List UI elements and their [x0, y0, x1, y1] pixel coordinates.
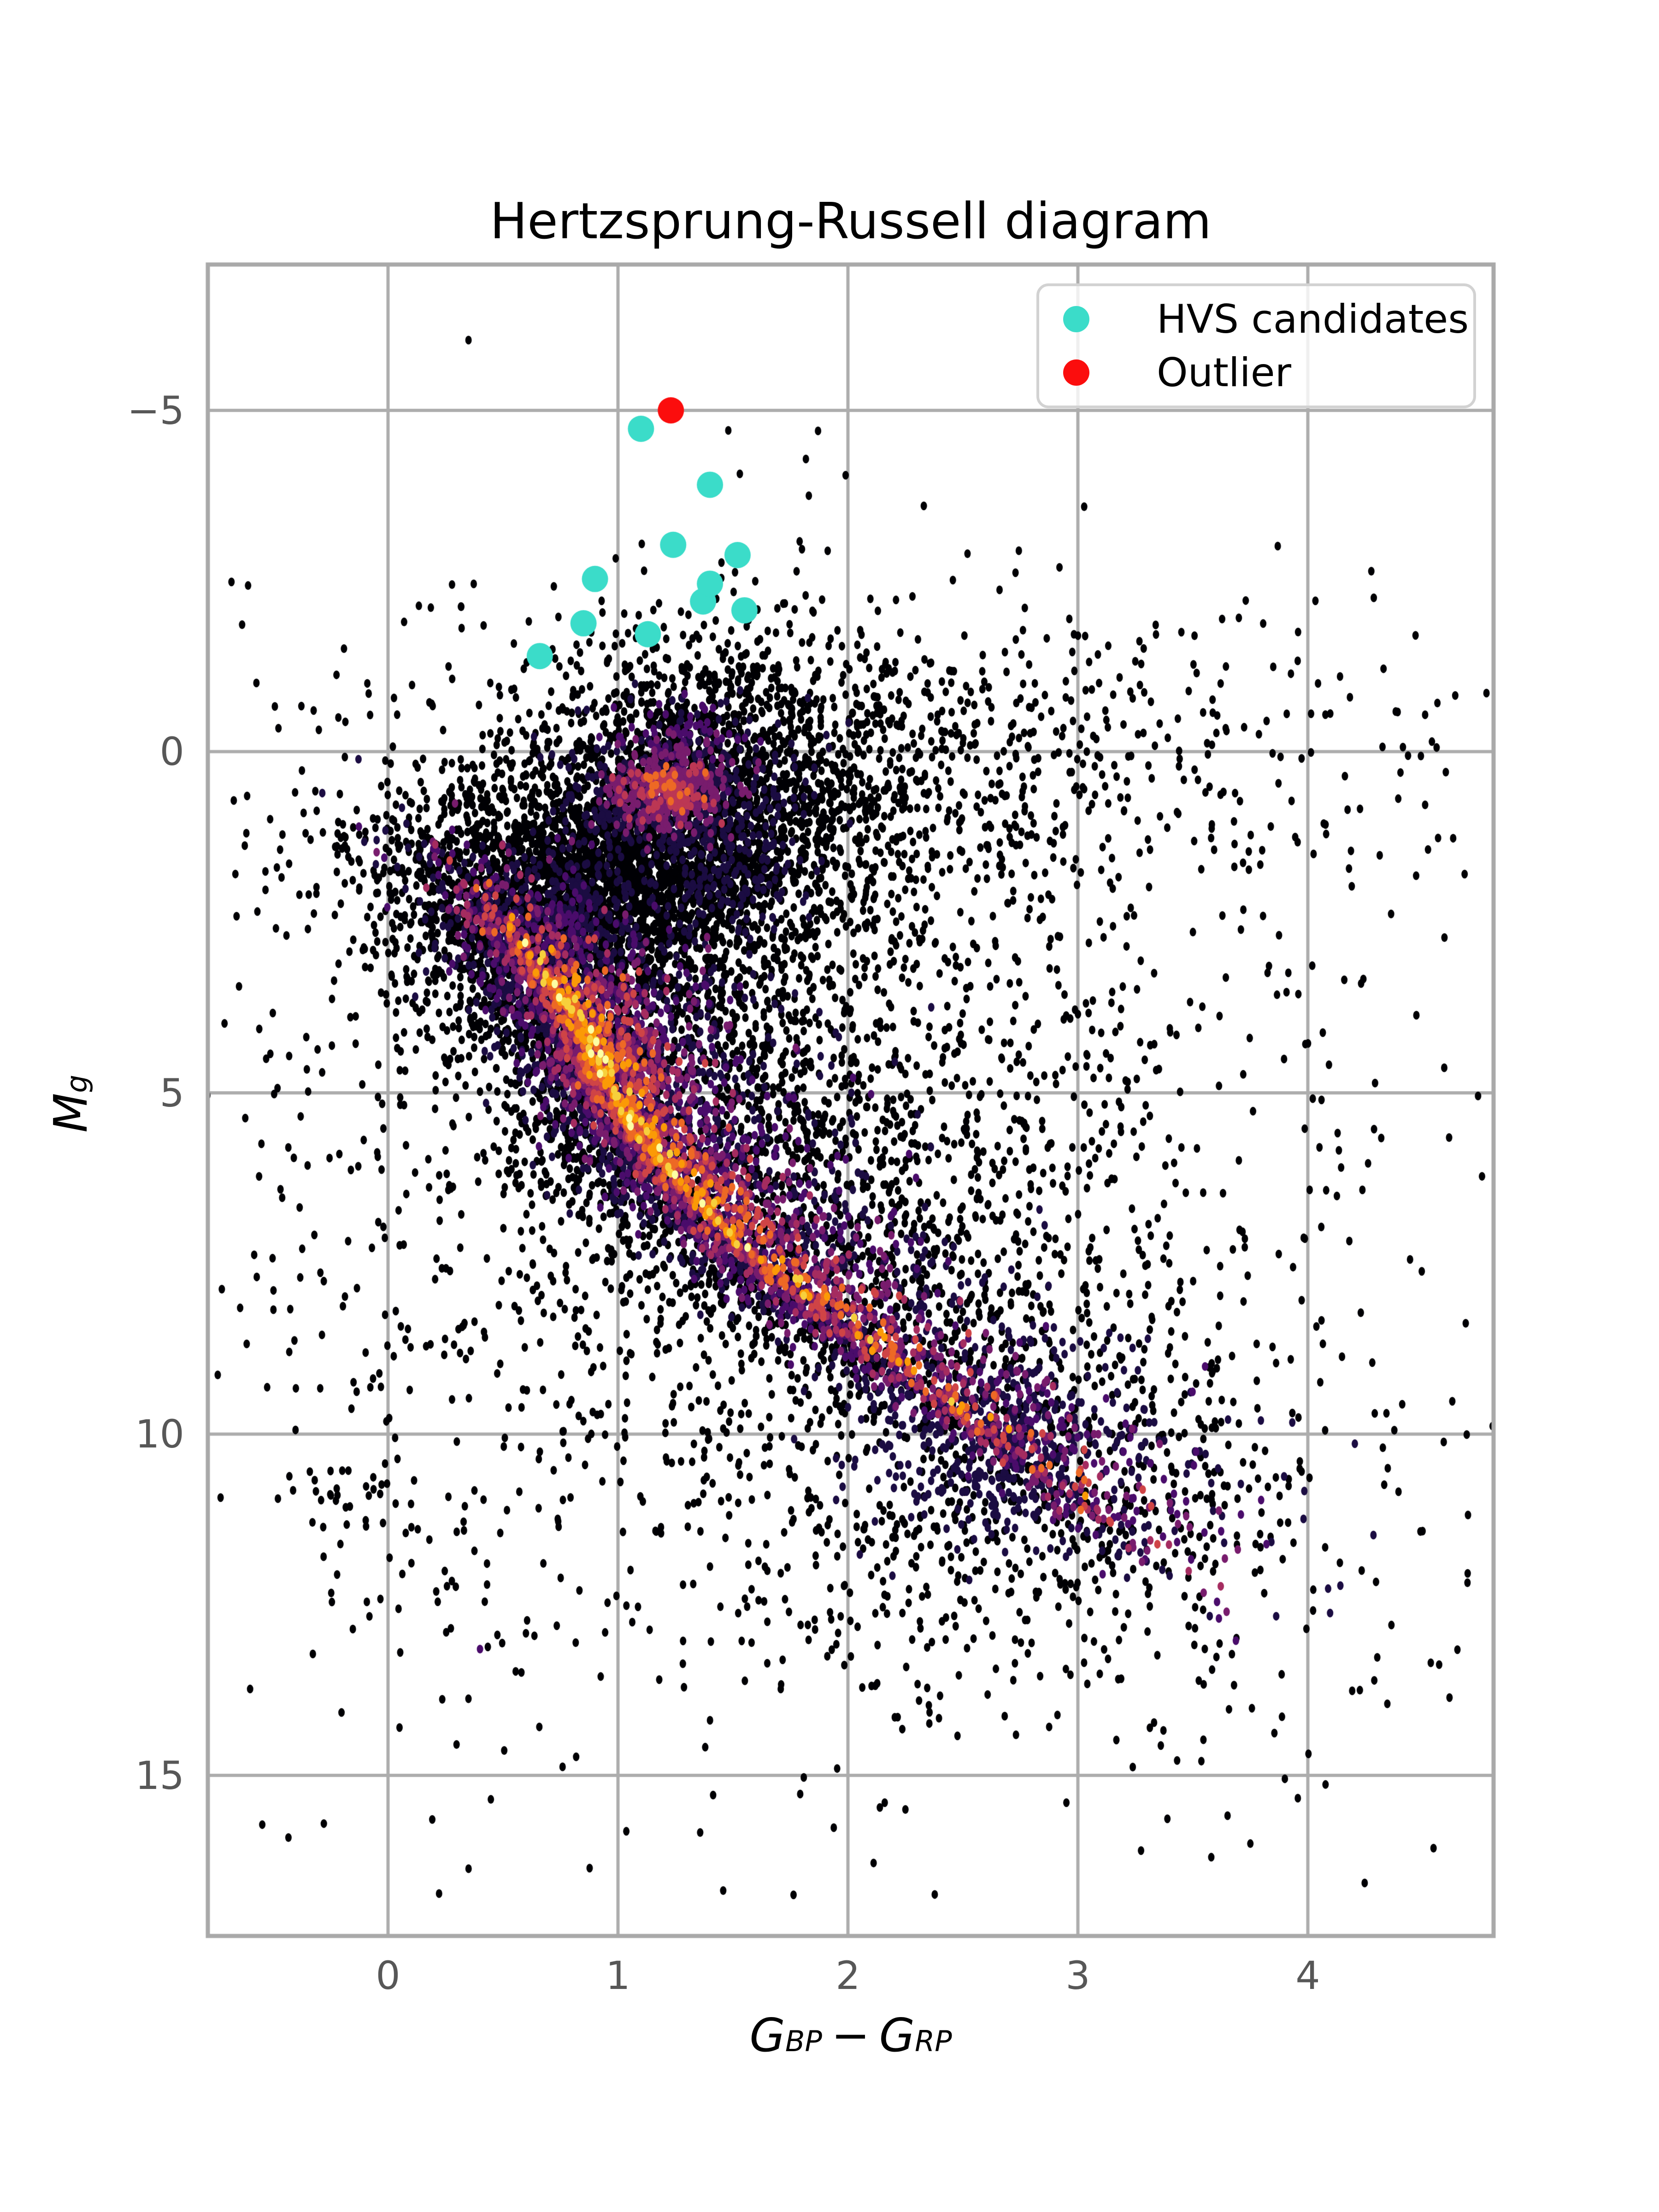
chart-title: Hertzsprung-Russell diagram: [490, 193, 1212, 250]
x-tick-label: 3: [1065, 1953, 1090, 1998]
legend-item-hvs-candidates: HVS candidates: [1063, 296, 1473, 342]
x-axis-sub2: RP: [915, 2024, 952, 2058]
legend: HVS candidates Outlier: [1036, 283, 1476, 408]
y-tick-label: 0: [159, 729, 184, 774]
y-tick-label: 15: [135, 1753, 184, 1798]
y-tick-label: 5: [159, 1070, 184, 1116]
y-axis-label: Mg: [41, 988, 101, 1219]
x-axis-var2: G: [879, 2008, 915, 2062]
hvs-candidates-marker-icon: [1063, 306, 1089, 332]
x-tick-label: 2: [835, 1953, 860, 1998]
x-axis-minus: −: [831, 2008, 870, 2062]
outlier-marker-icon: [1063, 359, 1089, 386]
y-axis-sub: g: [60, 1075, 94, 1093]
legend-item-outlier: Outlier: [1063, 349, 1473, 396]
legend-label-hvs-candidates: HVS candidates: [1157, 296, 1469, 342]
x-tick-label: 4: [1295, 1953, 1320, 1998]
x-axis-sub1: BP: [785, 2024, 822, 2058]
y-tick-label: −5: [127, 388, 184, 433]
x-axis-label: GBP − GRP: [208, 2008, 1494, 2062]
legend-label-outlier: Outlier: [1157, 349, 1291, 396]
x-axis-var1: G: [749, 2008, 785, 2062]
x-tick-label: 1: [606, 1953, 630, 1998]
y-tick-label: 10: [135, 1412, 184, 1457]
x-tick-label: 0: [376, 1953, 400, 1998]
y-axis-var: M: [44, 1093, 98, 1133]
